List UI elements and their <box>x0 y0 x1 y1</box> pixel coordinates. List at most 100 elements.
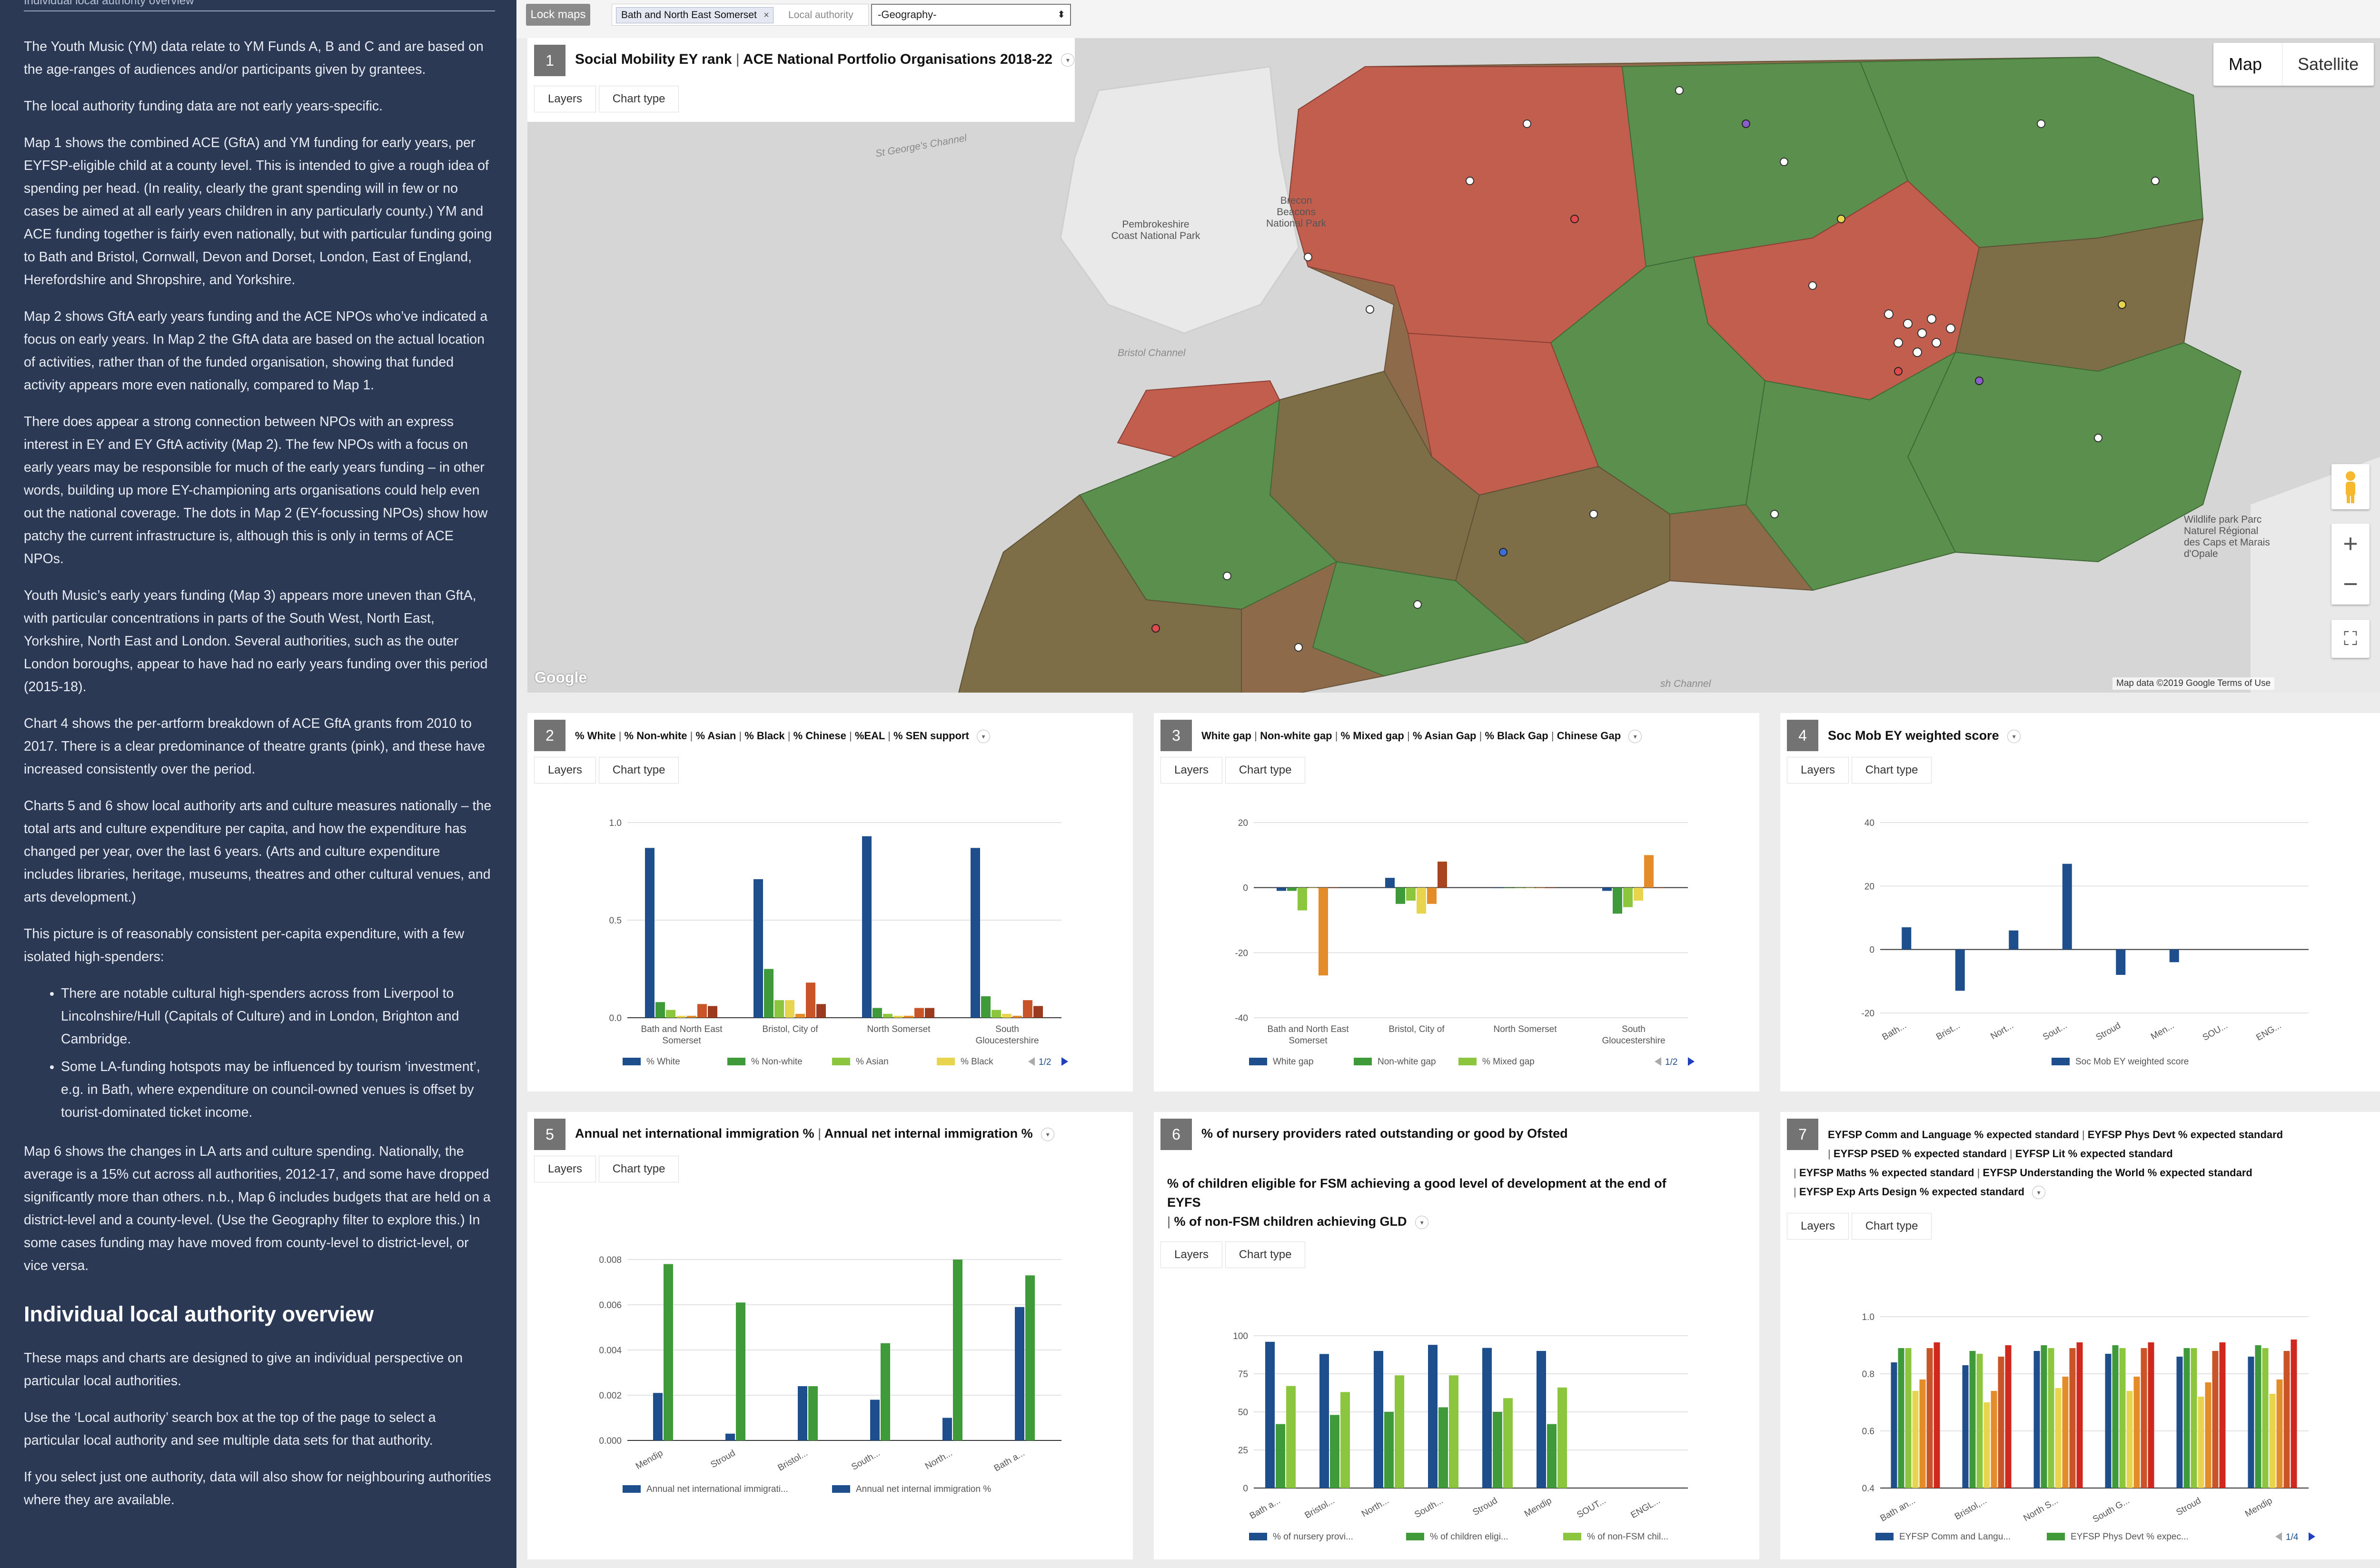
panel-title-2: % of children eligible for FSM achieving… <box>1167 1176 1666 1229</box>
chart-bar <box>1012 1015 1022 1018</box>
panel-title-item: EYFSP Lit % expected standard <box>2015 1148 2173 1160</box>
sidebar-paragraph: Youth Music’s early years funding (Map 3… <box>24 588 488 695</box>
chart-bar <box>754 879 763 1018</box>
chart-bar <box>881 1343 890 1440</box>
y-tick-label: 75 <box>1238 1370 1248 1379</box>
tab-chart-type[interactable]: Chart type <box>1851 1213 1932 1240</box>
x-tick-label: South <box>995 1024 1019 1034</box>
panel-title-item: % Non-white <box>624 730 687 742</box>
y-tick-label: 40 <box>1864 818 1874 828</box>
chart-panel-7: 7 EYFSP Comm and Language % expected sta… <box>1780 1112 2380 1559</box>
tab-layers[interactable]: Layers <box>1787 757 1849 784</box>
x-tick-label: North... <box>923 1448 954 1471</box>
tab-layers[interactable]: Layers <box>534 757 596 784</box>
tab-layers[interactable]: Layers <box>1160 757 1223 784</box>
remove-tag-icon[interactable]: × <box>764 10 769 20</box>
chart-bar <box>1962 1365 1969 1488</box>
panel-title: Annual net international immigration % |… <box>575 1126 1055 1141</box>
legend-swatch <box>1249 1533 1267 1540</box>
panel-title: Soc Mob EY weighted score ▾ <box>1828 728 2021 743</box>
chart-bar <box>1912 1391 1919 1488</box>
chart-bar <box>2183 1348 2190 1488</box>
fullscreen-icon[interactable]: ⛶ <box>2331 620 2370 658</box>
chevron-down-icon[interactable]: ▾ <box>1415 1215 1429 1229</box>
chevron-down-icon[interactable]: ▾ <box>2032 1186 2046 1200</box>
tab-layers[interactable]: Layers <box>1160 1241 1223 1268</box>
map-attribution[interactable]: Map data ©2019 Google Terms of Use <box>2112 677 2275 690</box>
chart-bar <box>1602 887 1612 891</box>
google-logo: Google <box>535 669 587 686</box>
chevron-down-icon[interactable]: ▾ <box>1061 53 1075 67</box>
chart-bar <box>873 1008 882 1018</box>
legend-swatch <box>1249 1058 1267 1065</box>
chart-bar <box>808 1386 818 1440</box>
chart-bar <box>725 1433 735 1440</box>
lock-maps-button[interactable]: Lock maps <box>526 4 590 26</box>
tab-layers[interactable]: Layers <box>534 1156 596 1182</box>
chart-bar <box>798 1386 807 1440</box>
panel-title-item: Annual net internal immigration % <box>824 1126 1033 1141</box>
chart-bar <box>2116 949 2126 975</box>
chevron-down-icon[interactable]: ▾ <box>2007 729 2021 743</box>
chart-bar <box>1265 1341 1275 1488</box>
chart-bar <box>1287 887 1297 891</box>
chart-bar <box>1983 1402 1990 1488</box>
chart-bar <box>1340 1392 1350 1488</box>
tab-chart-type[interactable]: Chart type <box>1851 757 1932 784</box>
chart-bar <box>1298 887 1307 911</box>
tab-chart-type[interactable]: Chart type <box>1225 757 1306 784</box>
x-tick-label: SOU... <box>2201 1021 2230 1043</box>
zoom-out-button[interactable]: − <box>2343 570 2358 598</box>
chart-bar <box>1991 1391 1997 1488</box>
chart-bar <box>1002 1013 1012 1018</box>
map-view-button[interactable]: Map <box>2229 54 2262 74</box>
tab-layers[interactable]: Layers <box>534 86 596 112</box>
x-tick-label: Bristol, City of <box>1388 1024 1445 1034</box>
panel-tabs: Layers Chart type <box>1787 757 1932 784</box>
chevron-down-icon[interactable]: ▾ <box>1041 1127 1055 1141</box>
tab-layers[interactable]: Layers <box>1787 1213 1849 1240</box>
chart-bar <box>1976 1354 1983 1488</box>
y-tick-label: 25 <box>1238 1446 1248 1456</box>
sidebar-paragraph: Map 6 shows the changes in LA arts and c… <box>24 1144 491 1273</box>
zoom-in-button[interactable]: + <box>2343 529 2358 558</box>
x-tick-label: Stroud <box>2175 1496 2203 1518</box>
chart-bar <box>1998 1357 2004 1488</box>
y-tick-label: 0.6 <box>1862 1427 1874 1437</box>
x-tick-label: Mendip <box>1523 1496 1553 1519</box>
tab-chart-type[interactable]: Chart type <box>598 757 679 784</box>
y-tick-label: -20 <box>1235 948 1248 958</box>
map-canvas[interactable] <box>527 38 2380 693</box>
legend-swatch <box>832 1058 850 1065</box>
chevron-down-icon[interactable]: ▾ <box>1628 730 1642 744</box>
chart-bar <box>1015 1307 1024 1440</box>
local-authority-tag[interactable]: Bath and North East Somerset × <box>616 7 774 23</box>
chevron-down-icon[interactable]: ▾ <box>977 730 991 744</box>
tab-chart-type[interactable]: Chart type <box>598 1156 679 1182</box>
chart-bar <box>676 1015 686 1018</box>
tab-chart-type[interactable]: Chart type <box>598 86 679 112</box>
x-tick-label: Brist... <box>1934 1021 1962 1042</box>
chart-bar <box>1934 1342 1940 1488</box>
local-authority-search[interactable]: Bath and North East Somerset × Local aut… <box>612 4 869 26</box>
chart-bar <box>1969 1351 1976 1488</box>
legend-swatch <box>1563 1533 1581 1540</box>
panel-title-item: Chinese Gap <box>1557 730 1621 742</box>
sidebar-bullet: Some LA-funding hotspots may be influenc… <box>61 1055 493 1124</box>
chart-bar <box>774 1000 784 1018</box>
satellite-view-button[interactable]: Satellite <box>2282 43 2374 86</box>
chart-bar <box>1955 949 1965 991</box>
x-tick-label: Mendip <box>2243 1496 2274 1519</box>
panel-title-cont: | EYFSP Maths % expected standard | EYFS… <box>1794 1163 2252 1201</box>
panel-title-item: EYFSP Maths % expected standard <box>1799 1167 1974 1179</box>
y-tick-label: 1.0 <box>1862 1312 1874 1322</box>
chart-bar <box>736 1302 745 1440</box>
x-tick-label: ENGL... <box>1629 1496 1662 1520</box>
chart-bar <box>1319 887 1328 976</box>
chart-bar <box>2269 1394 2276 1488</box>
tab-chart-type[interactable]: Chart type <box>1225 1241 1306 1268</box>
panel-title-item: % of children eligible for FSM achieving… <box>1167 1176 1666 1191</box>
map-panel-1[interactable]: St George's Channel Bristol Channel sh C… <box>527 38 2380 693</box>
street-view-pegman-icon[interactable] <box>2331 464 2370 509</box>
geography-select[interactable]: -Geography- ⬍ <box>871 4 1071 26</box>
